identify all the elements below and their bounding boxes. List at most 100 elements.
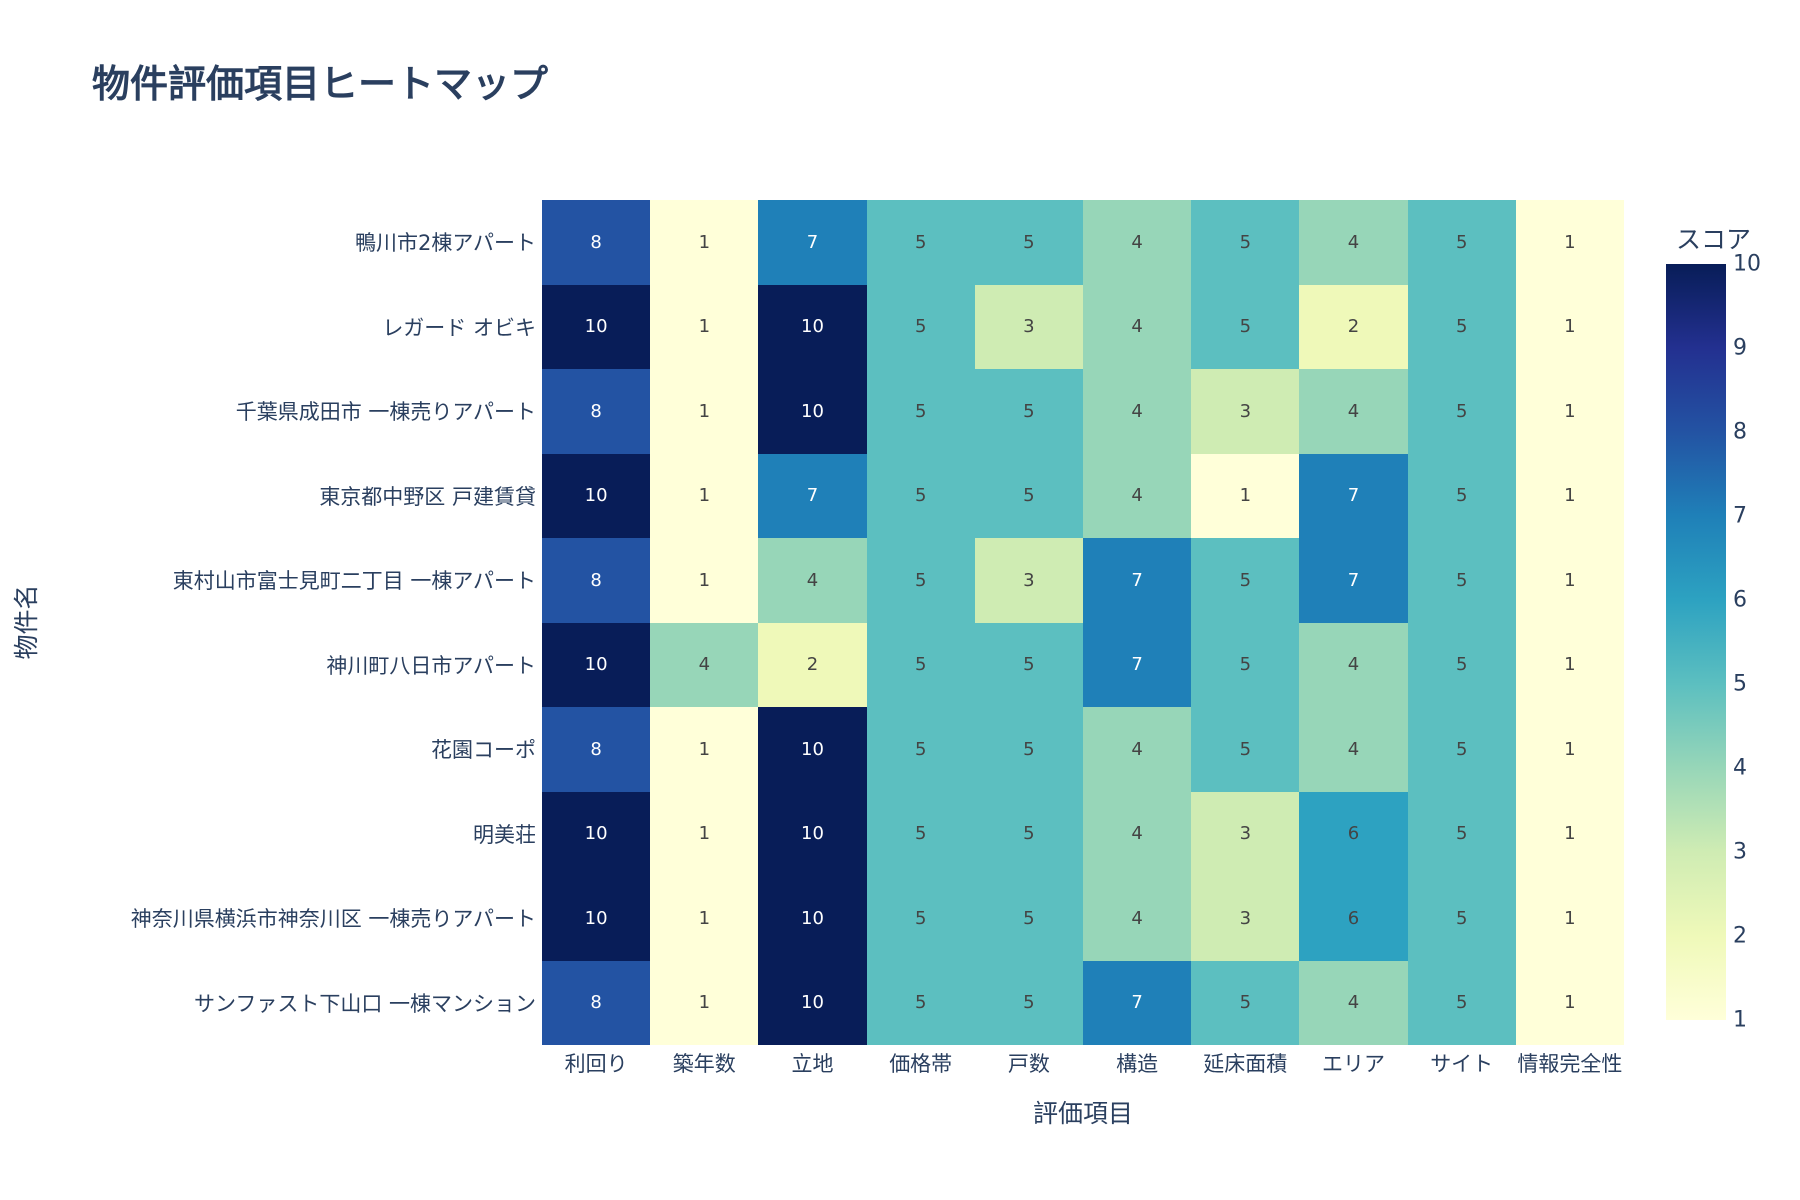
heatmap-cell[interactable]: 5 xyxy=(1191,284,1300,369)
heatmap-cell[interactable]: 1 xyxy=(650,369,759,454)
heatmap-cell[interactable]: 3 xyxy=(1191,791,1300,876)
heatmap-cell[interactable]: 5 xyxy=(866,791,975,876)
heatmap-cell[interactable]: 10 xyxy=(758,707,867,792)
heatmap-cell[interactable]: 5 xyxy=(1191,960,1300,1045)
heatmap-cell[interactable]: 5 xyxy=(1407,369,1516,454)
heatmap-cell[interactable]: 10 xyxy=(542,453,651,538)
heatmap-cell[interactable]: 4 xyxy=(1082,707,1192,792)
heatmap-cell[interactable]: 5 xyxy=(1407,538,1516,623)
heatmap-cell[interactable]: 4 xyxy=(1082,369,1192,454)
heatmap-cell[interactable]: 3 xyxy=(1191,369,1300,454)
heatmap-cell[interactable]: 5 xyxy=(866,622,975,707)
heatmap-cell[interactable]: 1 xyxy=(1515,369,1624,454)
heatmap-cell[interactable]: 5 xyxy=(866,453,975,538)
heatmap-cell[interactable]: 2 xyxy=(758,622,867,707)
heatmap-cell[interactable]: 5 xyxy=(974,622,1083,707)
heatmap-cell[interactable]: 8 xyxy=(542,369,651,454)
heatmap-cell[interactable]: 7 xyxy=(1299,453,1408,538)
heatmap-cell[interactable]: 10 xyxy=(758,369,867,454)
heatmap-cell[interactable]: 10 xyxy=(758,791,867,876)
heatmap-cell[interactable]: 5 xyxy=(866,538,975,623)
heatmap-cell[interactable]: 1 xyxy=(650,707,759,792)
heatmap-cell[interactable]: 5 xyxy=(1191,200,1300,285)
heatmap-cell[interactable]: 1 xyxy=(1191,453,1300,538)
heatmap-cell[interactable]: 10 xyxy=(542,791,651,876)
heatmap-cell[interactable]: 4 xyxy=(1082,453,1192,538)
heatmap-cell[interactable]: 5 xyxy=(866,369,975,454)
heatmap-cell[interactable]: 5 xyxy=(1407,876,1516,961)
heatmap-cell[interactable]: 1 xyxy=(650,200,759,285)
heatmap-cell[interactable]: 7 xyxy=(758,200,867,285)
heatmap-cell[interactable]: 4 xyxy=(1299,369,1408,454)
heatmap-cell[interactable]: 10 xyxy=(542,622,651,707)
heatmap-plot-area[interactable]: 8 1 7 5 5 4 5 4 5 1 10 1 10 5 3 4 5 2 5 1 8 1 10 5 5 4 3 4 5 1 10 1 7 5 5 4… xyxy=(542,200,1624,1045)
heatmap-cell[interactable]: 4 xyxy=(1082,200,1192,285)
heatmap-cell[interactable]: 4 xyxy=(1082,284,1192,369)
heatmap-cell[interactable]: 1 xyxy=(650,876,759,961)
heatmap-cell[interactable]: 8 xyxy=(542,538,651,623)
heatmap-cell[interactable]: 1 xyxy=(1515,960,1624,1045)
heatmap-cell[interactable]: 5 xyxy=(974,707,1083,792)
heatmap-cell[interactable]: 5 xyxy=(1407,707,1516,792)
heatmap-cell[interactable]: 7 xyxy=(1299,538,1408,623)
heatmap-cell[interactable]: 4 xyxy=(650,622,759,707)
heatmap-cell[interactable]: 1 xyxy=(1515,876,1624,961)
heatmap-cell[interactable]: 5 xyxy=(1407,960,1516,1045)
heatmap-cell[interactable]: 3 xyxy=(1191,876,1300,961)
heatmap-cell[interactable]: 10 xyxy=(542,284,651,369)
heatmap-cell[interactable]: 5 xyxy=(1191,622,1300,707)
heatmap-cell[interactable]: 5 xyxy=(866,200,975,285)
heatmap-cell[interactable]: 4 xyxy=(1299,960,1408,1045)
heatmap-cell[interactable]: 1 xyxy=(650,791,759,876)
heatmap-cell[interactable]: 5 xyxy=(1407,622,1516,707)
heatmap-cell[interactable]: 7 xyxy=(1082,960,1192,1045)
heatmap-cell[interactable]: 7 xyxy=(758,453,867,538)
heatmap-cell[interactable]: 7 xyxy=(1082,538,1192,623)
heatmap-cell[interactable]: 8 xyxy=(542,960,651,1045)
heatmap-cell[interactable]: 7 xyxy=(1082,622,1192,707)
heatmap-cell[interactable]: 1 xyxy=(1515,284,1624,369)
heatmap-cell[interactable]: 1 xyxy=(650,453,759,538)
heatmap-cell[interactable]: 4 xyxy=(1299,622,1408,707)
heatmap-cell[interactable]: 4 xyxy=(758,538,867,623)
heatmap-cell[interactable]: 4 xyxy=(1299,200,1408,285)
heatmap-cell[interactable]: 5 xyxy=(1191,538,1300,623)
heatmap-cell[interactable]: 4 xyxy=(1082,791,1192,876)
heatmap-cell[interactable]: 5 xyxy=(866,876,975,961)
heatmap-cell[interactable]: 5 xyxy=(1407,453,1516,538)
heatmap-cell[interactable]: 5 xyxy=(974,791,1083,876)
heatmap-cell[interactable]: 1 xyxy=(1515,453,1624,538)
heatmap-cell[interactable]: 5 xyxy=(1407,284,1516,369)
heatmap-cell[interactable]: 5 xyxy=(974,453,1083,538)
heatmap-cell[interactable]: 5 xyxy=(866,284,975,369)
heatmap-cell[interactable]: 1 xyxy=(1515,707,1624,792)
heatmap-cell[interactable]: 3 xyxy=(974,284,1083,369)
heatmap-cell[interactable]: 5 xyxy=(1407,791,1516,876)
heatmap-cell[interactable]: 5 xyxy=(974,369,1083,454)
heatmap-cell[interactable]: 4 xyxy=(1299,707,1408,792)
heatmap-cell[interactable]: 5 xyxy=(866,707,975,792)
heatmap-cell[interactable]: 10 xyxy=(758,284,867,369)
heatmap-cell[interactable]: 3 xyxy=(974,538,1083,623)
heatmap-cell[interactable]: 5 xyxy=(974,960,1083,1045)
heatmap-cell[interactable]: 1 xyxy=(650,284,759,369)
heatmap-cell[interactable]: 5 xyxy=(974,200,1083,285)
heatmap-cell[interactable]: 8 xyxy=(542,200,651,285)
heatmap-cell[interactable]: 1 xyxy=(1515,791,1624,876)
heatmap-cell[interactable]: 5 xyxy=(866,960,975,1045)
heatmap-cell[interactable]: 1 xyxy=(1515,622,1624,707)
heatmap-cell[interactable]: 4 xyxy=(1082,876,1192,961)
heatmap-cell[interactable]: 5 xyxy=(1191,707,1300,792)
heatmap-cell[interactable]: 5 xyxy=(1407,200,1516,285)
heatmap-cell[interactable]: 1 xyxy=(650,960,759,1045)
heatmap-cell[interactable]: 10 xyxy=(758,960,867,1045)
heatmap-cell[interactable]: 6 xyxy=(1299,791,1408,876)
heatmap-cell[interactable]: 10 xyxy=(758,876,867,961)
heatmap-cell[interactable]: 1 xyxy=(1515,538,1624,623)
heatmap-cell[interactable]: 2 xyxy=(1299,284,1408,369)
heatmap-cell[interactable]: 6 xyxy=(1299,876,1408,961)
heatmap-cell[interactable]: 1 xyxy=(650,538,759,623)
heatmap-cell[interactable]: 1 xyxy=(1515,200,1624,285)
heatmap-cell[interactable]: 8 xyxy=(542,707,651,792)
heatmap-cell[interactable]: 5 xyxy=(974,876,1083,961)
